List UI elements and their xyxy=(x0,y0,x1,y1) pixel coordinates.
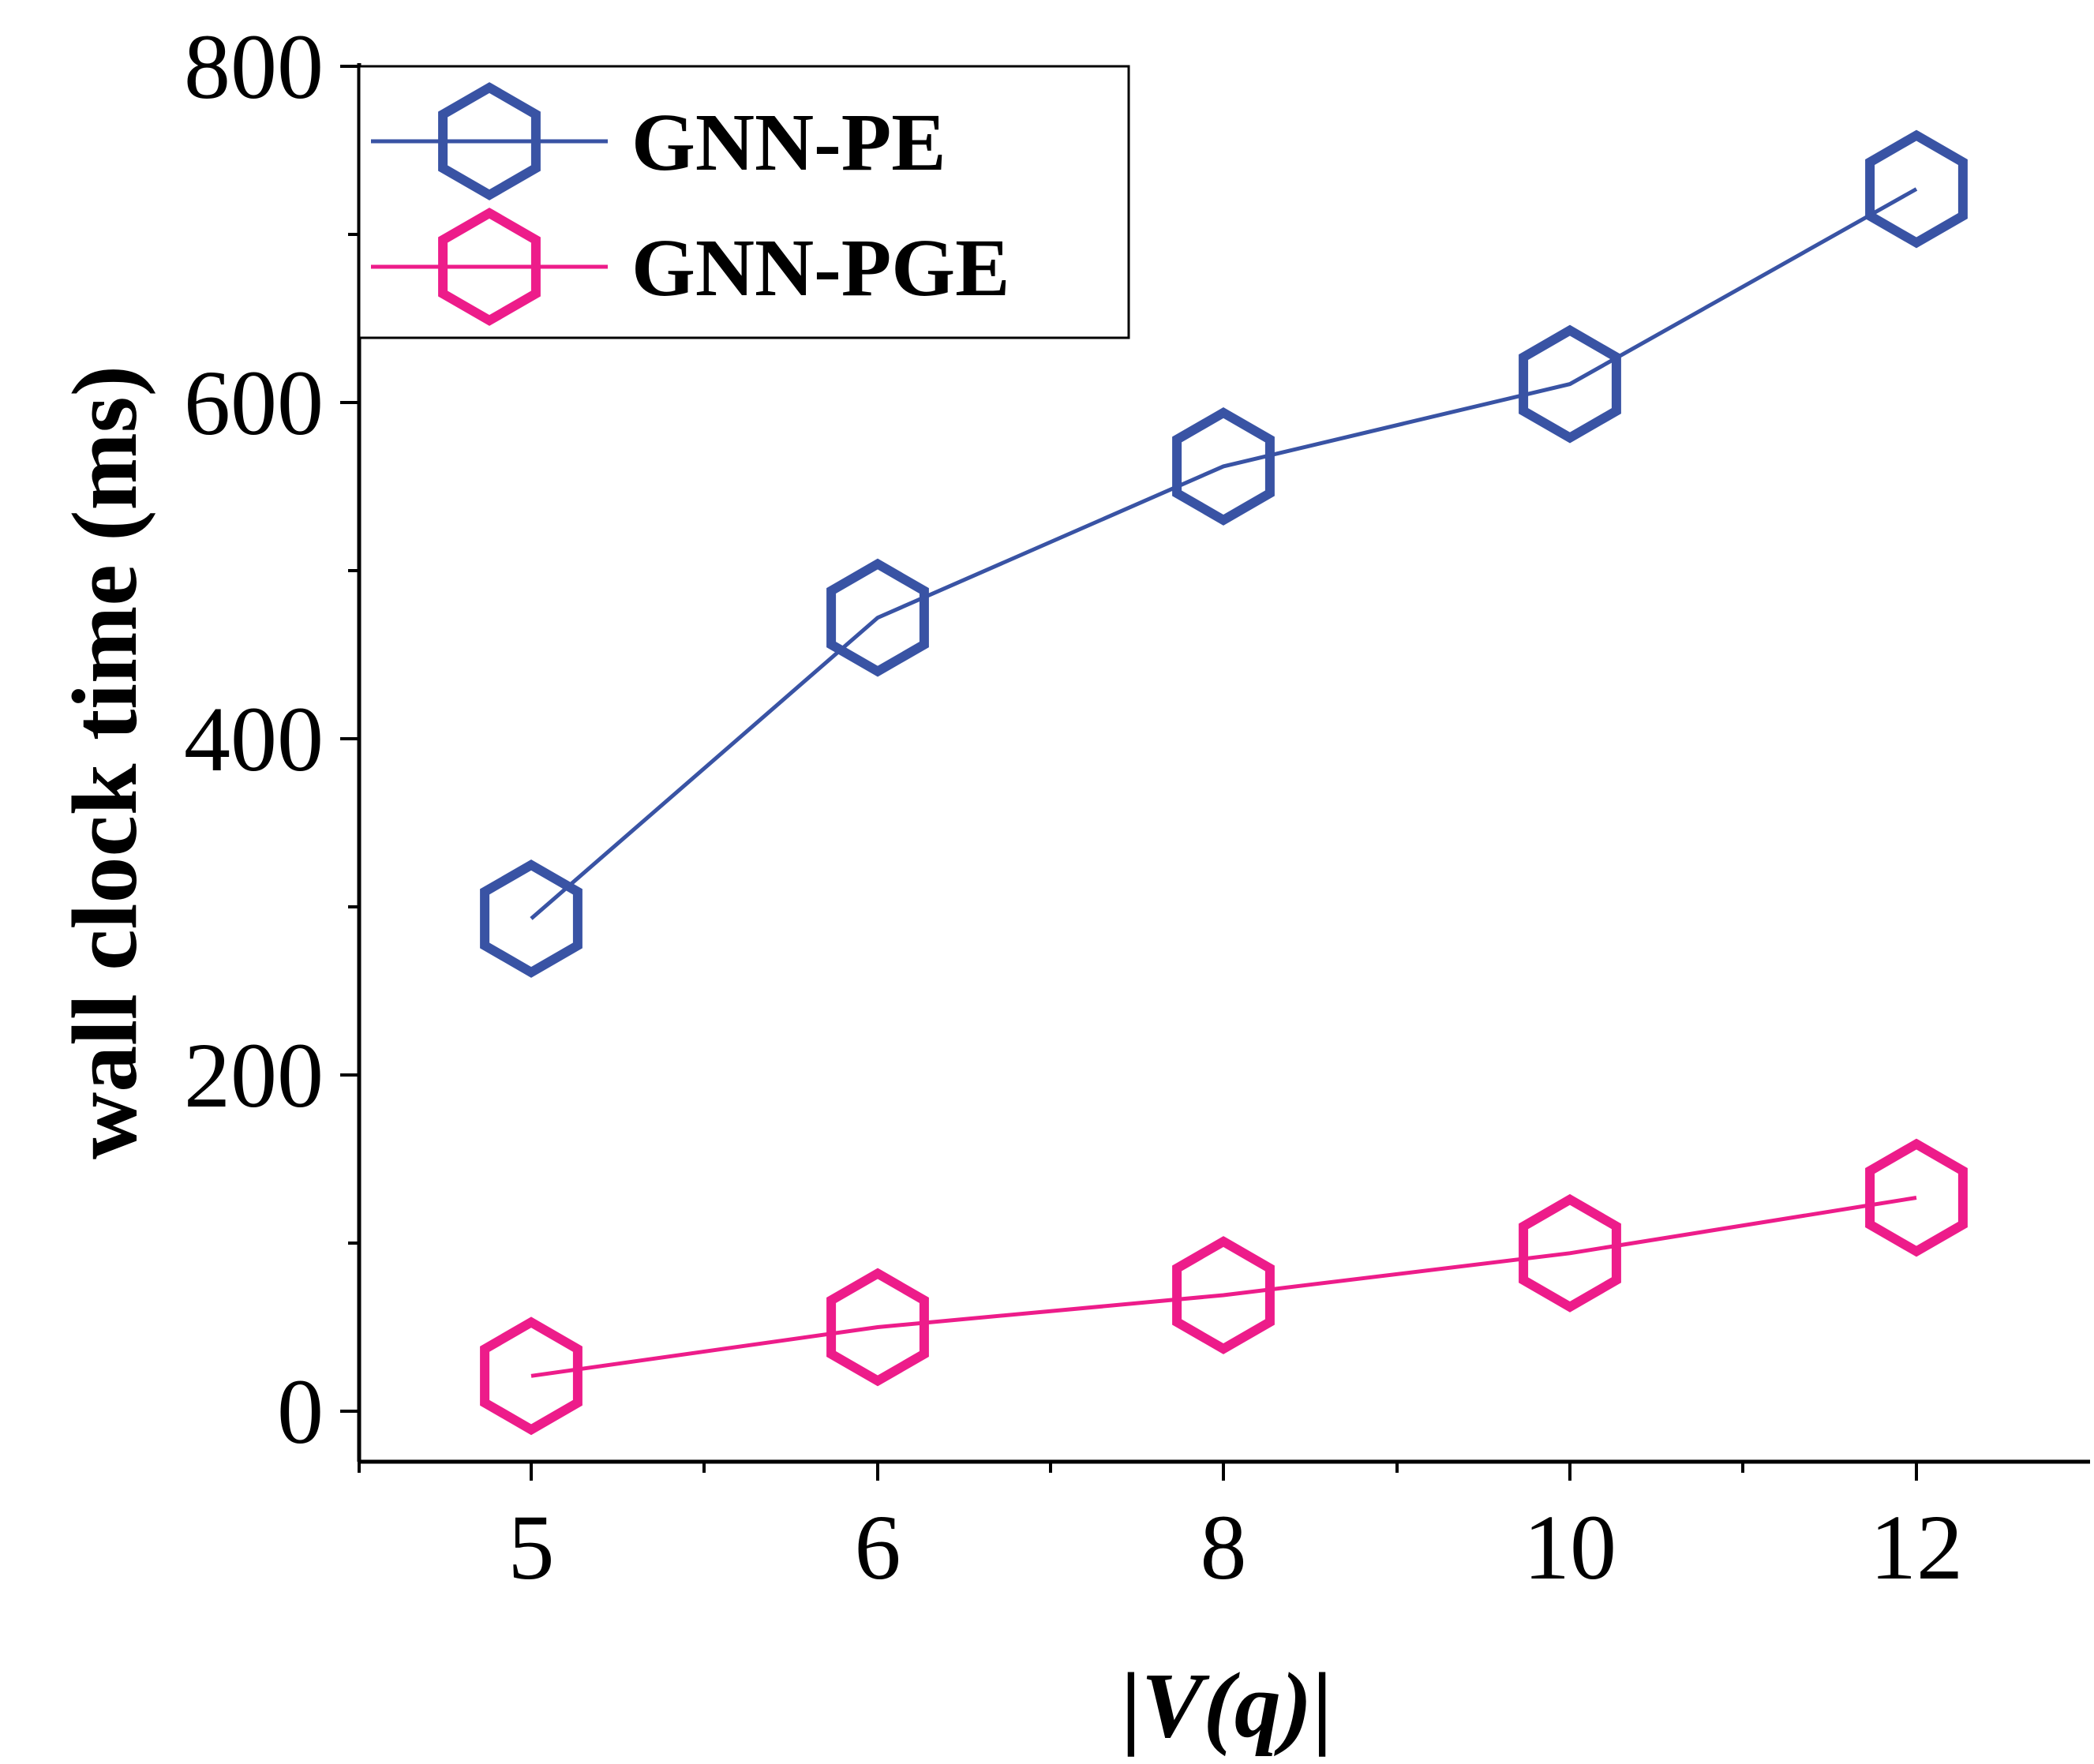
x-ticks: 5 6 8 10 12 xyxy=(358,1462,1963,1599)
data-point-marker xyxy=(1519,324,1621,444)
x-axis-title-suffix: | xyxy=(1312,1654,1332,1757)
legend-marker xyxy=(438,82,541,200)
legend-marker xyxy=(438,208,541,326)
data-point-marker xyxy=(1172,1236,1275,1354)
y-axis-title: wall clock time (ms) xyxy=(53,365,156,1159)
x-axis-title: |V(q)| xyxy=(1121,1654,1332,1757)
legend-items: GNN-PE GNN-PGE xyxy=(371,82,1010,326)
legend-label: GNN-PE xyxy=(631,97,946,188)
x-tick-label: 5 xyxy=(508,1496,555,1599)
series-line-0 xyxy=(530,187,1918,920)
x-tick-label: 8 xyxy=(1201,1496,1247,1599)
data-point-marker xyxy=(826,558,929,677)
y-tick-label: 400 xyxy=(184,687,324,791)
y-tick-label: 0 xyxy=(277,1360,324,1463)
x-tick-label: 6 xyxy=(855,1496,901,1599)
y-ticks: 0 200 400 600 800 xyxy=(184,15,359,1463)
data-point-marker xyxy=(480,1316,582,1436)
legend-box xyxy=(358,65,1130,339)
data-point-marker xyxy=(1172,406,1275,526)
series-layer xyxy=(480,129,1968,1436)
x-axis-title-prefix: | xyxy=(1121,1654,1141,1757)
y-tick-label: 600 xyxy=(184,351,324,455)
y-tick-label: 200 xyxy=(184,1024,324,1127)
x-axis-title-variable: V(q) xyxy=(1141,1654,1312,1757)
x-tick-label: 12 xyxy=(1870,1496,1963,1599)
data-point-marker xyxy=(1865,129,1968,249)
data-point-marker xyxy=(1865,1138,1968,1257)
legend-label: GNN-PGE xyxy=(631,223,1010,313)
data-point-marker xyxy=(826,1268,929,1387)
data-point-marker xyxy=(480,859,582,978)
legend: GNN-PE GNN-PGE xyxy=(358,65,1130,339)
x-tick-label: 10 xyxy=(1523,1496,1616,1599)
y-tick-label: 800 xyxy=(184,15,324,118)
data-point-marker xyxy=(1519,1193,1621,1313)
series-line-1 xyxy=(530,1196,1917,1378)
